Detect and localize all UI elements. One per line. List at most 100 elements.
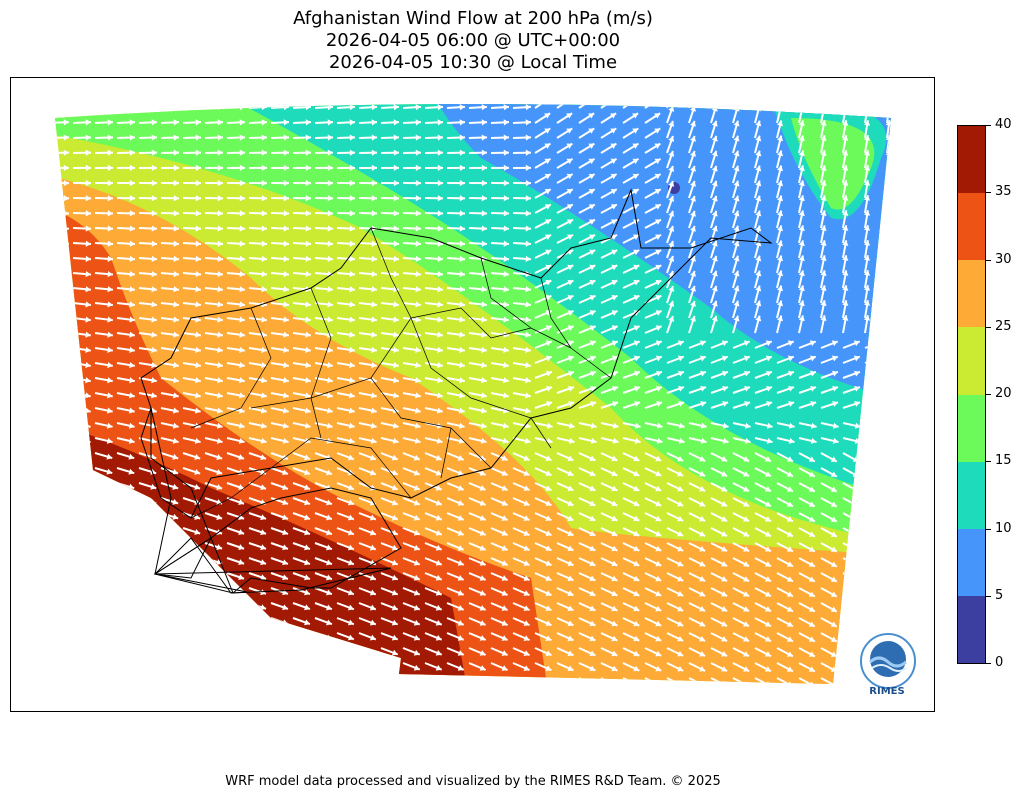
wind-arrow-head xyxy=(129,119,135,126)
wind-arrow-head xyxy=(216,679,223,684)
wind-arrow-head xyxy=(808,486,815,492)
wind-arrow-head xyxy=(808,546,815,552)
wind-arrow-head xyxy=(733,120,740,127)
wind-arrow-head xyxy=(128,528,135,535)
wind-arrow-head xyxy=(864,105,871,111)
wind-arrow-head xyxy=(711,150,718,157)
wind-arrow xyxy=(249,693,266,699)
wind-arrow-head xyxy=(63,331,69,338)
wind-arrow-head xyxy=(919,517,925,522)
wind-arrow-head xyxy=(217,119,223,126)
logo-text: RIMES xyxy=(869,686,905,697)
wind-arrow xyxy=(182,602,201,610)
wind-arrow-head xyxy=(458,407,465,414)
wind-arrow-head xyxy=(668,136,675,142)
wind-arrow-head xyxy=(798,315,805,322)
wind-arrow-head xyxy=(589,650,596,657)
wind-arrow-head xyxy=(413,634,420,641)
wind-arrow xyxy=(864,422,883,428)
wind-arrow-head xyxy=(437,179,443,187)
wind-arrow-head xyxy=(239,134,245,141)
wind-arrow-head xyxy=(107,119,113,126)
wind-arrow-head xyxy=(391,634,398,641)
wind-arrow-head xyxy=(632,158,639,165)
wind-arrow-head xyxy=(546,437,553,444)
wind-arrow xyxy=(226,632,245,640)
wind-arrow-head xyxy=(62,633,69,640)
wind-arrow xyxy=(72,105,92,109)
wind-arrow-head xyxy=(743,561,750,567)
wind-arrow xyxy=(864,104,869,109)
wind-arrow-head xyxy=(919,607,925,612)
wind-arrow xyxy=(72,587,91,594)
wind-arrow-head xyxy=(107,149,113,156)
wind-arrow-head xyxy=(699,696,705,702)
wind-arrow-head xyxy=(371,346,377,353)
wind-arrow-head xyxy=(567,545,574,552)
wind-arrow-head xyxy=(919,682,925,687)
colorbar-tick xyxy=(986,125,991,126)
wind-arrow-head xyxy=(370,422,377,429)
wind-arrow-head xyxy=(654,219,661,225)
wind-arrow-head xyxy=(304,544,310,551)
wind-arrow-head xyxy=(545,264,552,271)
wind-arrow-head xyxy=(435,469,442,476)
wind-arrow-head xyxy=(238,529,245,536)
wind-arrow-head xyxy=(612,400,619,407)
wind-arrow-head xyxy=(371,316,377,323)
wind-arrow-head xyxy=(678,437,685,444)
wind-arrow-head xyxy=(195,119,201,126)
wind-arrow-head xyxy=(304,529,310,536)
wind-arrow-head xyxy=(151,331,157,338)
wind-arrow-head xyxy=(369,619,376,626)
wind-arrow-head xyxy=(920,401,926,407)
wind-arrow-head xyxy=(239,377,245,384)
wind-arrow xyxy=(226,677,245,684)
wind-arrow-head xyxy=(85,392,91,399)
wind-arrow-head xyxy=(261,316,267,323)
wind-arrow-head xyxy=(173,149,179,156)
wind-arrow-head xyxy=(347,664,354,671)
wind-arrow-head xyxy=(106,513,113,520)
wind-arrow-head xyxy=(633,680,640,684)
wind-arrow-head xyxy=(786,501,793,507)
wind-arrow-head xyxy=(864,300,871,306)
wind-arrow-head xyxy=(721,621,728,627)
wind-arrow-head xyxy=(415,255,421,262)
wind-arrow-head xyxy=(106,694,112,700)
wind-arrow-head xyxy=(830,561,837,567)
wind-arrow-head xyxy=(84,483,91,490)
wind-arrow-head xyxy=(668,211,675,217)
wind-arrow-head xyxy=(305,316,311,323)
wind-arrow-head xyxy=(151,362,157,369)
wind-arrow-head xyxy=(567,530,574,537)
wind-arrow-head xyxy=(172,648,179,655)
wind-arrow-head xyxy=(129,255,135,262)
wind-arrow-head xyxy=(435,649,442,656)
wind-arrow-head xyxy=(700,422,707,429)
wind-arrow-head xyxy=(479,530,486,536)
wind-arrow-head xyxy=(216,604,223,610)
wind-arrow-head xyxy=(128,453,135,460)
wind-arrow-head xyxy=(503,149,509,156)
wind-arrow-head xyxy=(283,346,289,353)
wind-arrow-head xyxy=(84,648,91,655)
wind-arrow-head xyxy=(733,255,740,262)
wind-arrow-head xyxy=(391,589,398,596)
wind-arrow-head xyxy=(798,255,805,262)
wind-arrow-head xyxy=(437,225,443,232)
wind-arrow xyxy=(94,677,113,684)
wind-arrow-head xyxy=(655,340,662,347)
wind-arrow-head xyxy=(633,560,640,567)
wind-arrow xyxy=(864,602,882,613)
wind-arrow xyxy=(909,423,927,427)
wind-arrow-head xyxy=(503,195,509,202)
wind-arrow-head xyxy=(501,500,508,506)
wind-arrow-head xyxy=(391,484,398,491)
wind-arrow-head xyxy=(239,286,245,293)
wind-arrow-head xyxy=(459,392,465,399)
wind-arrow-head xyxy=(106,558,113,565)
wind-arrow-head xyxy=(655,294,662,301)
wind-arrow-head xyxy=(63,149,69,156)
wind-arrow-head xyxy=(545,470,552,477)
